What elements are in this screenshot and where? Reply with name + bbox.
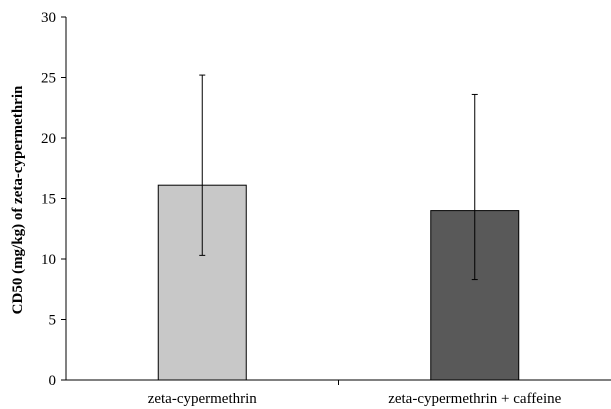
y-tick-label: 25	[41, 71, 56, 87]
error-bars	[199, 74, 478, 281]
y-axis-label: CD50 (mg/kg) of zeta-cypermethrin	[10, 85, 26, 314]
x-axis: zeta-cypermethrin zeta-cypermethrin + caf…	[66, 379, 611, 407]
y-tick-label: 15	[41, 192, 56, 208]
bars	[157, 184, 520, 381]
y-tick-label: 10	[41, 252, 56, 268]
y-tick-label: 5	[49, 313, 57, 329]
y-axis: 0 5 10 15 20 25 30	[41, 10, 67, 389]
y-tick-label: 30	[41, 10, 56, 26]
x-category-label: zeta-cypermethrin	[148, 391, 258, 407]
y-tick-label: 0	[49, 373, 57, 389]
x-category-label: zeta-cypermethrin + caffeine	[388, 391, 561, 407]
y-tick-label: 20	[41, 131, 56, 147]
